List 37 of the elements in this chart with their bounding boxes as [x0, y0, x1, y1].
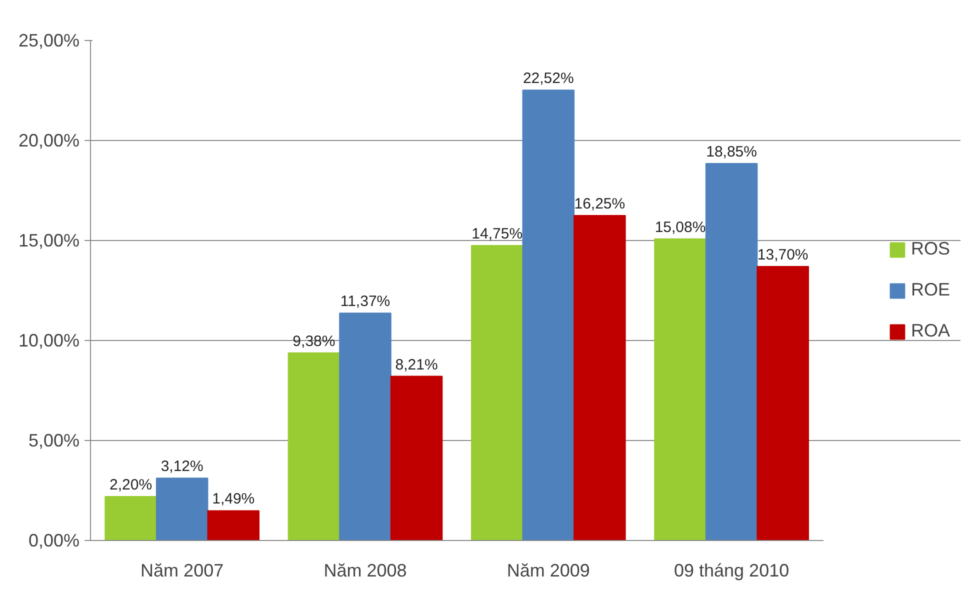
bar: [104, 496, 157, 540]
bar: [288, 352, 340, 540]
x-tick-label: Năm 2007: [140, 560, 224, 580]
bar: [207, 510, 260, 540]
x-tick-label: Năm 2009: [506, 560, 590, 580]
x-tick-label: 09 tháng 2010: [674, 560, 790, 580]
y-tick-label: 25,00%: [18, 30, 80, 50]
legend-label: ROS: [910, 238, 950, 260]
bar: [339, 312, 392, 540]
y-tick-label: 10,00%: [18, 330, 80, 350]
x-tick-label: Năm 2008: [324, 560, 407, 580]
y-tick-label: 15,00%: [18, 230, 80, 250]
bar: [705, 163, 758, 540]
bar: [574, 215, 626, 540]
data-label: 13,70%: [757, 246, 808, 264]
bar: [522, 90, 575, 540]
bar: [390, 376, 443, 540]
data-label: 1,49%: [212, 490, 255, 508]
data-label: 22,52%: [522, 70, 574, 88]
y-tick-label: 0,00%: [28, 530, 80, 550]
data-label: 18,85%: [706, 144, 757, 160]
data-label: 3,12%: [160, 458, 204, 476]
legend-label: ROA: [910, 320, 950, 342]
bar: [756, 266, 809, 540]
y-tick-label: 5,00%: [28, 430, 80, 450]
bar: [470, 245, 524, 540]
bar: [156, 478, 208, 540]
data-label: 11,37%: [340, 293, 390, 310]
data-label: 2,20%: [110, 476, 152, 494]
y-tick-label: 20,00%: [18, 130, 80, 150]
data-label: 8,21%: [395, 356, 438, 374]
data-label: 14,75%: [472, 226, 523, 242]
data-label: 16,25%: [574, 196, 626, 212]
bar: [654, 238, 706, 540]
data-label: 9,38%: [292, 332, 336, 350]
legend-label: ROE: [910, 280, 950, 300]
data-label: 15,08%: [654, 218, 706, 236]
